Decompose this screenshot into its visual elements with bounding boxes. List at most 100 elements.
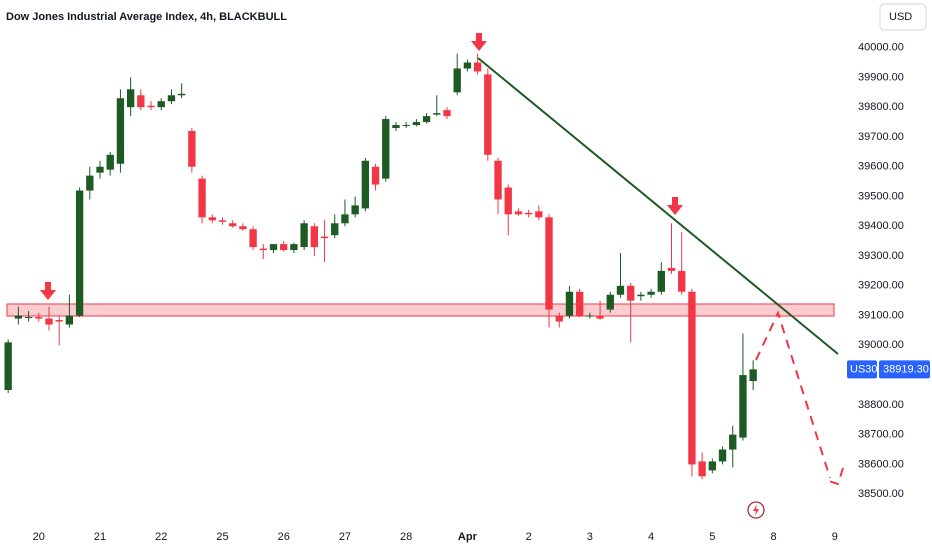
candle-body — [14, 315, 23, 319]
candle-body — [422, 116, 431, 123]
candle-body — [239, 226, 247, 230]
x-tick-label: 2 — [526, 531, 532, 543]
candle-body — [157, 101, 165, 108]
candle-body — [402, 125, 410, 127]
candle-body — [555, 315, 563, 322]
candle-body — [463, 62, 472, 69]
candle-body — [320, 236, 329, 239]
candle-body — [177, 93, 186, 96]
x-tick-label: 5 — [709, 531, 715, 543]
candle-body — [718, 449, 727, 462]
candle-body — [137, 95, 145, 108]
candle-body — [637, 294, 645, 297]
candle-body — [86, 175, 94, 191]
candle-body — [627, 285, 635, 301]
arrow — [471, 33, 487, 51]
x-tick-label: 9 — [832, 531, 838, 543]
candle-body — [392, 125, 400, 129]
candle-body — [575, 291, 584, 316]
candle-body — [443, 110, 451, 117]
trend-line — [477, 57, 839, 355]
y-tick-label: 39100.00 — [858, 309, 904, 321]
candle-body — [473, 62, 482, 72]
candle-body — [433, 113, 441, 115]
candle-body — [167, 95, 176, 102]
x-tick-label: 22 — [155, 531, 167, 543]
price-tag — [847, 360, 877, 379]
candle-body — [514, 211, 523, 215]
candle-body — [606, 294, 614, 310]
candle-body — [4, 342, 12, 390]
candle-body — [126, 89, 135, 108]
symbol-label: US30 — [850, 363, 878, 375]
projection — [755, 310, 831, 479]
candle-body — [504, 187, 512, 215]
candle-body — [249, 229, 257, 248]
candle-body — [45, 318, 53, 325]
y-tick-label: 39900.00 — [858, 71, 904, 83]
y-tick-label: 39400.00 — [858, 220, 904, 232]
arrows — [40, 33, 683, 300]
candle-body — [331, 223, 339, 236]
candle-body — [667, 267, 676, 271]
y-tick-label: 38800.00 — [858, 399, 904, 411]
candle-body — [310, 226, 318, 248]
arrow — [667, 197, 683, 215]
x-tick-label: 4 — [648, 531, 654, 543]
candle-body — [116, 98, 125, 164]
y-tick-label: 39000.00 — [858, 339, 904, 351]
y-tick-label: 40000.00 — [858, 42, 904, 54]
x-tick-label: 25 — [216, 531, 228, 543]
candle-body — [545, 217, 553, 310]
candle-body — [24, 317, 33, 319]
candle-body — [586, 315, 594, 317]
candle-body — [412, 122, 421, 126]
candle-body — [524, 212, 533, 215]
y-tick-label: 39600.00 — [858, 161, 904, 173]
candle-body — [55, 320, 63, 322]
currency[interactable]: USD — [889, 11, 912, 23]
candle-body — [371, 166, 380, 185]
chart-title: Dow Jones Industrial Average Index, 4h, … — [6, 11, 287, 23]
candle-body — [647, 291, 655, 295]
event-icon — [747, 501, 765, 519]
x-tick-label: Apr — [458, 531, 478, 543]
price-label: 38919.30 — [883, 363, 929, 375]
y-tick-label: 38500.00 — [858, 488, 904, 500]
candle-body — [749, 369, 757, 382]
candle-body — [535, 211, 543, 218]
currency-button[interactable] — [879, 3, 927, 31]
candle-body — [596, 315, 604, 319]
y-tick-label: 38600.00 — [858, 458, 904, 470]
y-tick-label: 38700.00 — [858, 429, 904, 441]
x-tick-label: 26 — [278, 531, 290, 543]
candle-body — [565, 291, 574, 316]
candle-body — [75, 190, 84, 316]
candle-body — [96, 166, 104, 173]
candle-body — [229, 223, 237, 227]
candle-body — [259, 248, 267, 251]
candle-body — [269, 244, 278, 251]
candle-body — [382, 119, 390, 179]
x-tick-label: 3 — [587, 531, 593, 543]
candle-body — [708, 461, 717, 471]
y-tick-label: 39500.00 — [858, 190, 904, 202]
candle-body — [688, 291, 696, 465]
arrow — [40, 282, 56, 300]
y-tick-label: 39200.00 — [858, 280, 904, 292]
event-icon — [753, 504, 759, 516]
candle-body — [35, 317, 43, 319]
price-tag — [879, 360, 930, 379]
y-tick-label: 39800.00 — [858, 101, 904, 113]
candle-body — [657, 270, 665, 292]
candle-body — [188, 130, 196, 167]
candle-body — [484, 74, 492, 155]
candle-body — [729, 434, 737, 450]
candle-body — [351, 205, 359, 215]
candle-body — [494, 160, 502, 200]
y-tick-label: 39300.00 — [858, 250, 904, 262]
support-zone — [6, 303, 835, 317]
